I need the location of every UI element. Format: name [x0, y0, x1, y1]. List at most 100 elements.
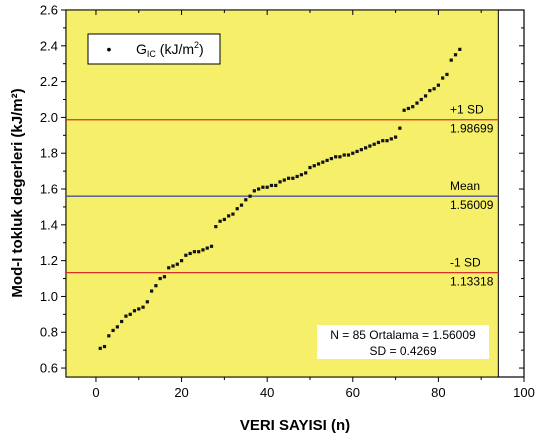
- stats-box: [317, 325, 489, 359]
- data-point: [304, 171, 308, 175]
- data-point: [428, 88, 432, 93]
- y-tick-label: 1.8: [40, 146, 58, 161]
- data-point: [295, 174, 299, 179]
- x-tick-label: 100: [513, 385, 535, 400]
- data-point: [312, 164, 316, 168]
- data-point: [453, 53, 458, 57]
- data-point: [239, 203, 244, 207]
- data-point: [291, 176, 295, 180]
- reference-labels: +1 SD 1.98699 Mean 1.56009 -1 SD 1.13318: [450, 103, 494, 289]
- data-point: [334, 155, 338, 159]
- data-point: [111, 328, 115, 333]
- data-point: [158, 276, 162, 281]
- y-tick-label: 2.6: [40, 3, 58, 18]
- data-point: [411, 105, 415, 109]
- data-point: [179, 259, 184, 263]
- data-point: [385, 139, 389, 143]
- y-tick-label: 0.8: [40, 325, 58, 340]
- data-point: [184, 253, 188, 257]
- data-point: [445, 72, 449, 77]
- data-point: [381, 139, 385, 143]
- data-point: [141, 305, 145, 309]
- data-point: [209, 244, 214, 248]
- data-point: [257, 187, 261, 191]
- data-point: [398, 126, 402, 130]
- data-point: [214, 225, 218, 229]
- data-point: [372, 142, 376, 146]
- data-point: [265, 185, 269, 189]
- data-point: [286, 176, 291, 180]
- reference-label-2: -1 SD: [450, 256, 481, 270]
- plot-background: [65, 9, 499, 378]
- data-point: [423, 94, 428, 98]
- data-point: [282, 178, 286, 182]
- data-point: [205, 246, 209, 250]
- data-point: [406, 106, 411, 111]
- data-point: [346, 153, 351, 157]
- data-point: [252, 189, 256, 193]
- data-point: [436, 83, 440, 87]
- data-point: [192, 250, 197, 254]
- data-point: [98, 346, 102, 350]
- data-point: [218, 219, 222, 223]
- data-point: [441, 76, 445, 80]
- data-point: [325, 158, 329, 162]
- data-point: [154, 284, 158, 288]
- data-point: [175, 262, 179, 266]
- data-point: [419, 97, 423, 102]
- data-point: [171, 264, 175, 268]
- y-tick-label: 1.6: [40, 182, 58, 197]
- legend: • GIC (kJ/m2): [87, 33, 221, 65]
- y-tick-label: 1.4: [40, 217, 58, 232]
- y-tick-label: 2.4: [40, 38, 58, 53]
- reference-lines: [66, 119, 499, 274]
- data-point: [389, 137, 393, 141]
- data-point: [197, 250, 201, 254]
- data-point: [128, 312, 132, 316]
- y-axis-label: Mod-I tokluk degerleri (kJ/m²): [9, 88, 26, 297]
- data-point: [222, 217, 226, 222]
- data-point: [316, 162, 321, 166]
- x-axis-ticks: 0 20 40 60 80 100: [92, 10, 535, 400]
- data-point: [227, 214, 231, 218]
- reference-value-1: 1.56009: [450, 198, 494, 212]
- y-tick-label: 0.6: [40, 361, 58, 376]
- data-point: [124, 314, 128, 318]
- data-point: [115, 325, 119, 329]
- x-tick-label: 40: [260, 385, 274, 400]
- stats-annotation: N = 85 Ortalama = 1.56009 SD = 0.4269: [317, 325, 489, 359]
- data-point: [338, 155, 342, 159]
- data-point: [359, 148, 363, 152]
- x-tick-label: 80: [431, 385, 445, 400]
- legend-symbol: •: [107, 41, 112, 57]
- data-point: [269, 183, 274, 188]
- legend-label-sup: 2: [194, 40, 199, 50]
- data-point: [368, 144, 372, 148]
- y-tick-label: 1.0: [40, 289, 58, 304]
- data-point: [244, 198, 248, 202]
- data-point: [449, 58, 453, 62]
- x-tick-label: 60: [346, 385, 360, 400]
- legend-label-end: ): [199, 41, 204, 57]
- data-point: [342, 153, 346, 157]
- data-point: [274, 183, 278, 188]
- reference-value-0: 1.98699: [450, 122, 494, 136]
- x-tick-label: 20: [174, 385, 188, 400]
- data-point: [137, 307, 141, 311]
- data-point: [329, 156, 333, 161]
- data-point: [150, 289, 154, 293]
- data-point: [321, 160, 325, 164]
- data-point: [107, 334, 111, 338]
- data-point: [231, 212, 235, 216]
- data-point: [299, 173, 304, 177]
- data-point: [261, 185, 265, 189]
- data-point: [145, 300, 149, 304]
- data-point: [201, 248, 205, 252]
- data-point: [458, 47, 462, 51]
- reference-label-0: +1 SD: [450, 103, 484, 117]
- y-axis-ticks: 0.6 0.8 1.0 1.2 1.4 1.6 1.8 2.0 2.2 2.4 2.6: [40, 3, 524, 376]
- data-point: [308, 165, 312, 170]
- legend-label-rest: (kJ/m: [156, 41, 194, 57]
- data-point: [432, 87, 436, 91]
